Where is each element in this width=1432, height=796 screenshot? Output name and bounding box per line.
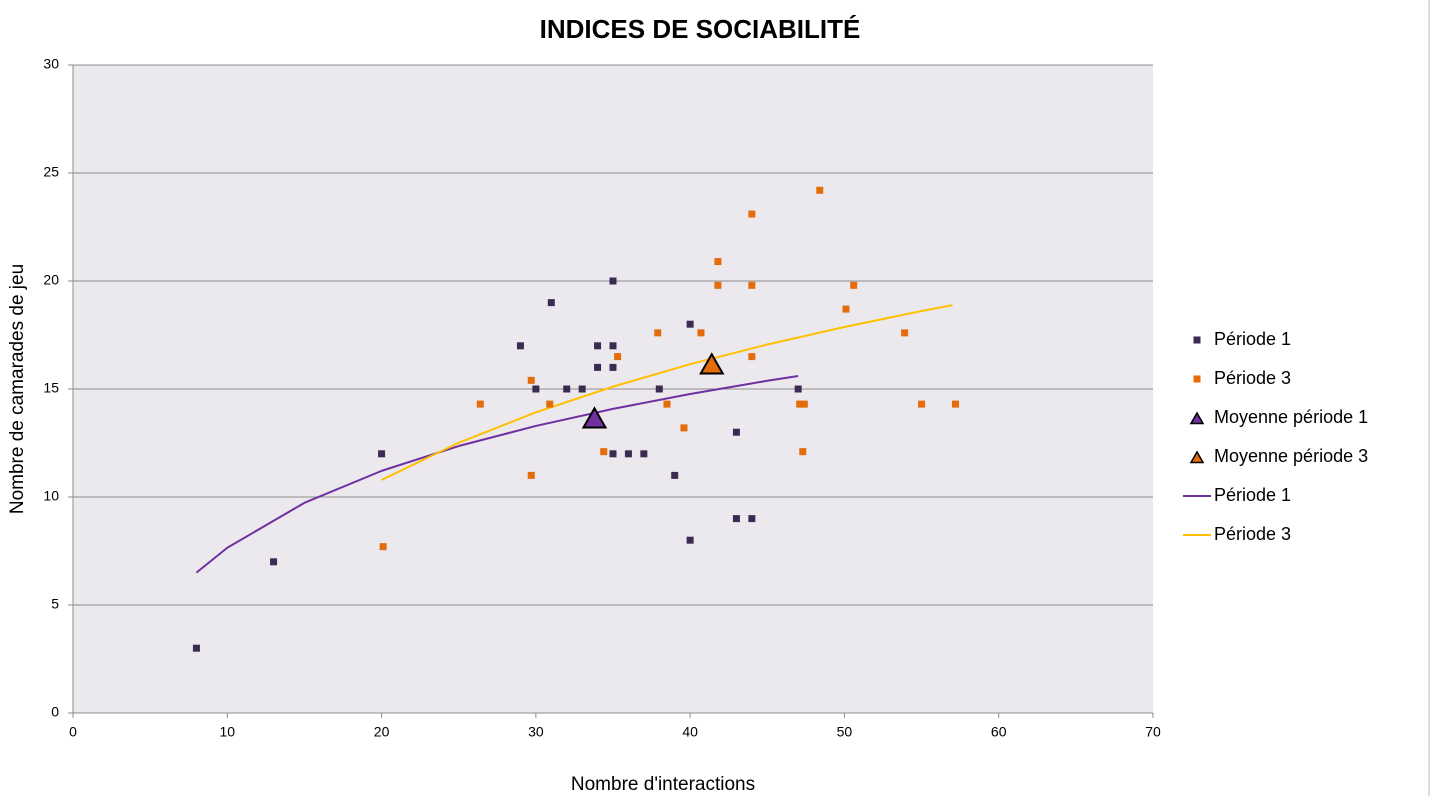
y-tick-label: 30 [43,56,59,72]
point [378,450,386,458]
point [640,450,648,458]
point [816,186,824,194]
point [800,400,808,408]
point [799,448,807,456]
point [600,448,608,456]
point [563,385,571,393]
point [748,515,756,523]
point [546,400,554,408]
point [680,424,688,432]
point [671,471,679,479]
mean-point [581,406,608,429]
point [732,428,740,436]
point [796,400,804,408]
point [686,320,694,328]
legend-marker [1193,336,1201,344]
point [748,210,756,218]
point [697,329,705,337]
point [547,299,555,307]
point [516,342,524,350]
x-tick-label: 50 [837,724,853,740]
point [594,363,602,371]
point [270,558,278,566]
legend-label: Période 1 [1214,329,1291,349]
point [594,342,602,350]
point [748,281,756,289]
point [192,644,200,652]
point [609,342,617,350]
point [609,363,617,371]
point [952,400,960,408]
point [655,385,663,393]
x-tick-label: 70 [1145,724,1161,740]
legend-label: Moyenne période 3 [1214,446,1368,466]
point [842,305,850,313]
y-tick-label: 15 [43,380,59,396]
point [609,450,617,458]
point [850,281,858,289]
point [532,385,540,393]
point [686,536,694,544]
point [578,385,586,393]
x-axis-label: Nombre d'interactions [571,774,755,795]
chart-title: INDICES DE SOCIABILITÉ [540,14,861,44]
y-tick-label: 10 [43,488,59,504]
legend-marker [1189,411,1205,425]
point [748,353,756,361]
point [714,281,722,289]
legend-label: Moyenne période 1 [1214,407,1368,427]
point [609,277,617,285]
y-tick-label: 25 [43,164,59,180]
point [379,543,387,551]
legend-label: Période 1 [1214,485,1291,505]
point [901,329,909,337]
y-tick-label: 20 [43,272,59,288]
y-tick-label: 0 [51,704,59,720]
x-tick-label: 40 [682,724,698,740]
point [476,400,484,408]
y-axis-label: Nombre de camarades de jeu [7,264,28,514]
point [614,353,622,361]
point [714,258,722,266]
x-tick-label: 10 [219,724,235,740]
x-tick-label: 60 [991,724,1007,740]
point [527,471,535,479]
x-tick-label: 20 [374,724,390,740]
y-tick-label: 5 [51,596,59,612]
point [918,400,926,408]
x-tick-label: 30 [528,724,544,740]
legend-label: Période 3 [1214,368,1291,388]
legend-marker [1189,450,1205,464]
point [663,400,671,408]
trend-line [381,304,953,481]
legend-label: Période 3 [1214,524,1291,544]
point [794,385,802,393]
point [527,376,535,384]
point [732,515,740,523]
point [654,329,662,337]
point [624,450,632,458]
legend-marker [1193,375,1201,383]
x-tick-label: 0 [69,724,77,740]
mean-point [699,352,725,375]
trend-line [195,375,799,574]
